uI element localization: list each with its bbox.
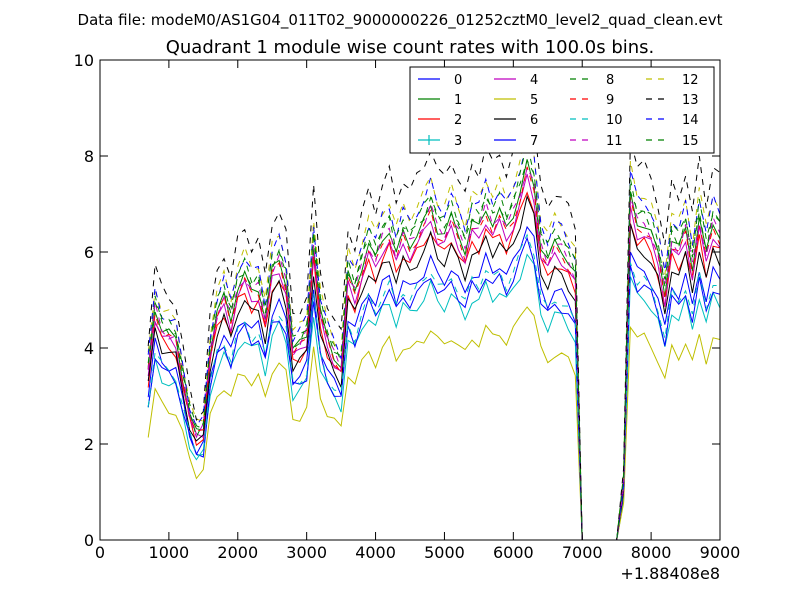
legend-label-12: 12 bbox=[682, 73, 699, 88]
x-tick-label: 4000 bbox=[355, 543, 396, 562]
legend-label-13: 13 bbox=[682, 93, 699, 108]
series-line-6 bbox=[147, 194, 720, 540]
legend-label-0: 0 bbox=[454, 73, 462, 88]
legend-label-3: 3 bbox=[454, 134, 462, 149]
x-tick-label: 0 bbox=[95, 543, 105, 562]
series-line-11 bbox=[147, 166, 720, 540]
legend-label-11: 11 bbox=[606, 134, 623, 149]
legend-label-14: 14 bbox=[682, 113, 699, 128]
x-tick-label: 8000 bbox=[631, 543, 672, 562]
y-tick-label: 6 bbox=[84, 243, 94, 262]
legend-label-6: 6 bbox=[530, 113, 538, 128]
x-tick-label: 1000 bbox=[149, 543, 190, 562]
x-tick-label: 3000 bbox=[286, 543, 327, 562]
chart-title: Quadrant 1 module wise count rates with … bbox=[166, 37, 655, 58]
series-line-13 bbox=[147, 99, 720, 540]
y-tick-label: 10 bbox=[74, 51, 94, 70]
legend-box bbox=[409, 66, 715, 154]
y-tick-label: 4 bbox=[84, 339, 94, 358]
x-tick-label: 9000 bbox=[700, 543, 741, 562]
legend-label-1: 1 bbox=[454, 93, 462, 108]
series-line-1 bbox=[147, 159, 720, 540]
x-offset-label: +1.88408e8 bbox=[620, 564, 720, 583]
y-tick-label: 2 bbox=[84, 435, 94, 454]
x-tick-label: 7000 bbox=[562, 543, 603, 562]
x-tick-label: 5000 bbox=[424, 543, 465, 562]
legend-label-8: 8 bbox=[606, 73, 614, 88]
legend-label-4: 4 bbox=[530, 73, 538, 88]
x-tick-label: 2000 bbox=[217, 543, 258, 562]
series-layer bbox=[147, 99, 720, 540]
tick-layer: 0 1000 2000 3000 4000 5000 6000 7000 8000 9000 0 2 4… bbox=[74, 51, 741, 562]
legend-label-9: 9 bbox=[606, 93, 614, 108]
y-tick-label: 0 bbox=[84, 531, 94, 550]
plot-frame bbox=[99, 59, 721, 541]
series-line-10 bbox=[147, 233, 720, 540]
legend-label-5: 5 bbox=[530, 93, 538, 108]
x-tick-label: 6000 bbox=[493, 543, 534, 562]
series-line-5 bbox=[147, 306, 720, 540]
series-line-9 bbox=[147, 166, 720, 540]
series-line-3 bbox=[147, 253, 720, 540]
series-line-7 bbox=[147, 236, 720, 540]
chart-suptitle: Data file: modeM0/AS1G04_011T02_90000002… bbox=[78, 11, 723, 30]
y-tick-label: 8 bbox=[84, 147, 94, 166]
legend-label-7: 7 bbox=[530, 134, 538, 149]
series-line-12 bbox=[147, 125, 720, 540]
legend-label-10: 10 bbox=[606, 113, 623, 128]
legend-label-15: 15 bbox=[682, 134, 699, 149]
legend-label-2: 2 bbox=[454, 113, 462, 128]
